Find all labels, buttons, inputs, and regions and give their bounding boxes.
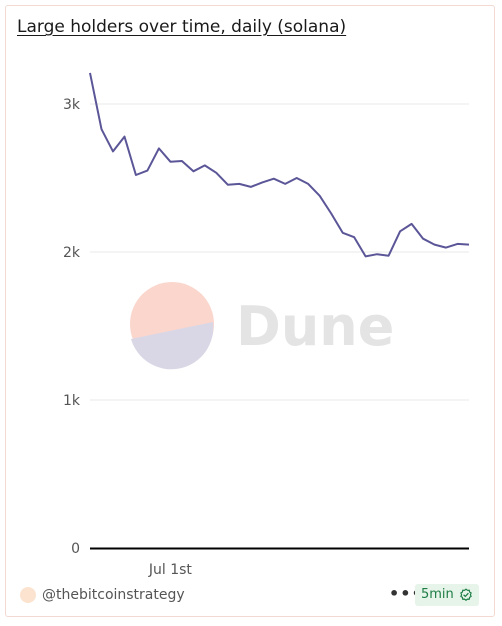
y-tick-label: 1k <box>63 393 81 409</box>
refresh-badge[interactable]: 5min <box>415 584 479 606</box>
chart-footer: @thebitcoinstrategy ••• 5min <box>20 584 483 608</box>
dune-logo-shadow <box>131 322 214 370</box>
y-tick-label: 2k <box>63 245 81 261</box>
series-line <box>89 72 470 258</box>
y-tick-label: 3k <box>63 97 81 113</box>
x-tick-label: Jul 1st <box>148 562 193 578</box>
dune-watermark: Dune <box>130 282 394 370</box>
check-circle-icon <box>459 588 472 601</box>
avatar[interactable] <box>20 587 36 603</box>
line-chart: Dune 0 1k 2k 3k Jul 1st <box>63 72 470 578</box>
more-options-button[interactable]: ••• <box>389 584 423 603</box>
chart-title[interactable]: Large holders over time, daily (solana) <box>17 17 347 37</box>
y-tick-label: 0 <box>71 541 80 557</box>
watermark-text: Dune <box>236 295 394 358</box>
author-link[interactable]: @thebitcoinstrategy <box>42 587 185 603</box>
chart-card <box>5 5 495 617</box>
refresh-interval: 5min <box>421 587 454 602</box>
